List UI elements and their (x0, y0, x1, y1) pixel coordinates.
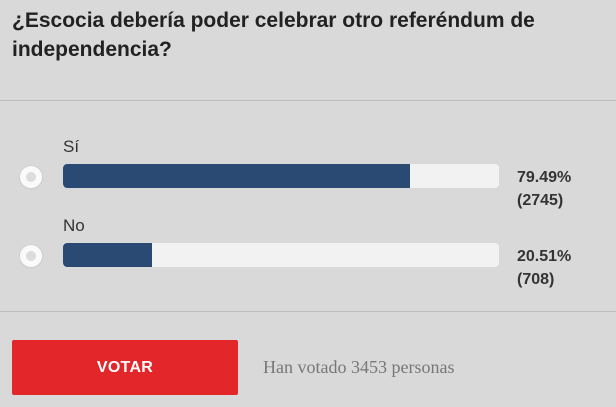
votes-summary: Han votado 3453 personas (263, 357, 455, 377)
vote-button[interactable]: VOTAR (12, 340, 238, 395)
result-bar-track (63, 243, 499, 267)
radio-button-no[interactable] (20, 245, 42, 267)
result-count: (2745) (517, 192, 564, 209)
poll-option-si[interactable]: Sí 79.49% (2745) (0, 136, 616, 216)
option-label: Sí (63, 137, 80, 156)
result-bar-track (63, 164, 499, 188)
result-percent: 79.49% (517, 169, 572, 186)
radio-button-si[interactable] (20, 166, 42, 188)
radio-dot-icon (26, 172, 36, 182)
result-text: 79.49% (2745) (517, 166, 571, 212)
result-bar-fill (63, 243, 153, 267)
result-count: (708) (517, 271, 555, 288)
bottom-divider (0, 311, 616, 312)
result-bar-fill (63, 164, 410, 188)
result-text: 20.51% (708) (517, 245, 571, 291)
poll-option-no[interactable]: No 20.51% (708) (0, 215, 616, 295)
top-divider (0, 100, 616, 101)
poll-question: ¿Escocia debería poder celebrar otro ref… (12, 9, 535, 61)
radio-dot-icon (26, 251, 36, 261)
option-label: No (63, 216, 85, 235)
result-percent: 20.51% (517, 248, 572, 265)
